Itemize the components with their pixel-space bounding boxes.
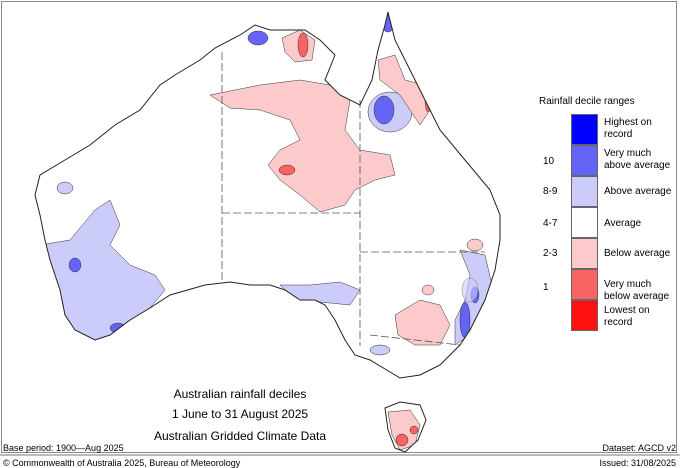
base-period: Base period: 1900—Aug 2025 xyxy=(3,443,124,453)
legend-label-highest: Highest on record xyxy=(604,117,652,140)
very-much-below-central xyxy=(278,164,296,176)
map-period: 1 June to 31 August 2025 xyxy=(171,407,309,421)
legend-swatch-above xyxy=(571,176,598,207)
below-average-nsw xyxy=(394,299,451,346)
legend-swatch-lowest xyxy=(571,300,598,331)
state-borders xyxy=(221,52,485,346)
legend-label-very-much-above: Very much above average xyxy=(604,148,671,171)
legend-decile-8-9: 8-9 xyxy=(543,186,558,197)
issued-date: Issued: 31/08/2025 xyxy=(599,458,676,468)
legend-label-above: Above average xyxy=(604,186,672,197)
dataset: Dataset: AGCD v2 xyxy=(602,443,676,453)
legend-decile-4-7: 4-7 xyxy=(543,218,558,229)
legend-swatch-average xyxy=(571,207,598,238)
divider xyxy=(0,454,680,456)
map-title: Australian rainfall deciles xyxy=(173,387,307,401)
legend-title: Rainfall decile ranges xyxy=(539,96,635,107)
legend-swatch-highest xyxy=(571,114,598,145)
copyright: © Commonwealth of Australia 2025, Bureau… xyxy=(3,458,241,468)
above-average-south-coast xyxy=(279,281,361,306)
legend-swatch-very-much-below xyxy=(571,269,598,300)
legend-label-very-much-below: Very much below average xyxy=(604,279,670,302)
map-frame xyxy=(1,1,677,453)
legend-label-lowest: Lowest on record xyxy=(604,305,650,328)
legend-label-average: Average xyxy=(604,218,642,229)
legend-decile-1: 1 xyxy=(543,282,549,293)
very-much-below-top-end xyxy=(297,32,309,58)
legend-decile-2-3: 2-3 xyxy=(543,248,558,259)
very-much-above-gulf xyxy=(373,95,395,125)
map-dataset-name: Australian Gridded Climate Data xyxy=(153,429,327,443)
legend-swatch-very-much-above xyxy=(571,145,598,176)
above-average-cape-york xyxy=(380,12,396,33)
legend-decile-10: 10 xyxy=(543,156,555,167)
legend-label-below: Below average xyxy=(604,248,671,259)
legend-swatch-below xyxy=(571,238,598,269)
